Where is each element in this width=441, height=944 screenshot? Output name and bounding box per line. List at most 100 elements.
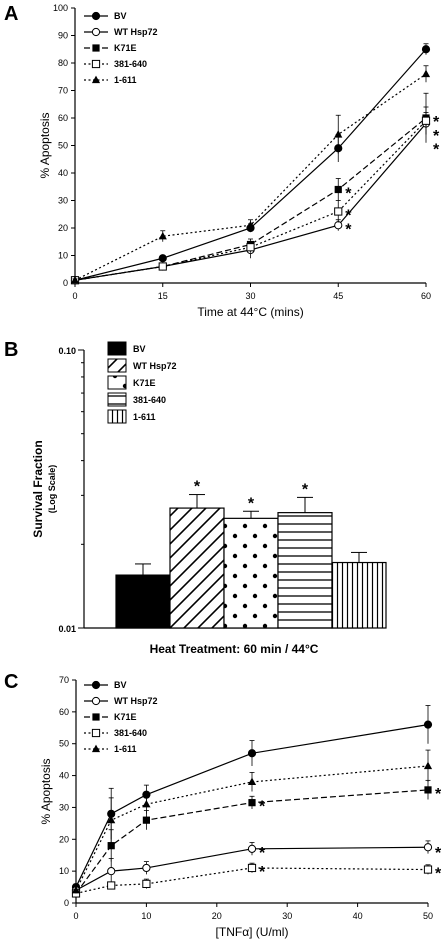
- data-point: [247, 777, 257, 786]
- legend-marker: [91, 11, 101, 21]
- legend-swatch: [107, 341, 127, 356]
- data-point: [246, 243, 255, 252]
- data-point: [142, 799, 151, 808]
- y-axis-label: % Apoptosis: [38, 112, 52, 178]
- y-tick-label: 20: [59, 834, 69, 844]
- legend-marker: [91, 680, 101, 690]
- data-point: [71, 885, 81, 894]
- legend-label: K71E: [114, 43, 137, 53]
- y-tick-label: 10: [59, 866, 69, 876]
- data-point: [421, 45, 431, 54]
- legend-marker: [92, 44, 100, 52]
- bar-1-611: [331, 561, 387, 629]
- y-tick-label: 50: [58, 141, 68, 151]
- legend-marker: [91, 728, 101, 738]
- y-tick-label: 30: [59, 802, 69, 812]
- legend-label: 1-611: [133, 412, 156, 422]
- significance-asterisk: *: [433, 142, 440, 159]
- panel-letter: A: [4, 3, 18, 25]
- y-axis-label: % Apoptosis: [39, 758, 53, 824]
- legend-swatch: [107, 375, 127, 390]
- data-point: [423, 761, 433, 770]
- panel-a: A 0 10 20 30 40 50 60 70 80 90 100 0 15 30 45 60 Time at …: [4, 3, 440, 319]
- significance-asterisk: *: [259, 864, 266, 881]
- series-k71e: [72, 779, 432, 898]
- bar-381-640: [277, 512, 333, 629]
- data-point: [423, 865, 433, 874]
- significance-asterisk: *: [259, 799, 266, 816]
- y-tick-label: 40: [58, 168, 68, 178]
- data-point: [158, 231, 167, 240]
- legend-label: 1-611: [114, 744, 137, 754]
- legend-marker: [91, 696, 101, 706]
- data-point: [248, 799, 256, 807]
- data-point: [421, 116, 431, 125]
- y-tick-label: 0: [64, 898, 69, 908]
- data-point: [247, 749, 257, 758]
- significance-asterisk: *: [435, 845, 441, 862]
- legend-label: 1-611: [114, 75, 137, 85]
- legend-marker: [92, 713, 100, 721]
- bar-k71e: [223, 517, 279, 629]
- significance-asterisk: *: [433, 128, 440, 145]
- y-tick-label: 0.01: [58, 624, 76, 634]
- data-point: [107, 815, 116, 824]
- y-tick-label: 60: [58, 113, 68, 123]
- x-axis-label: Time at 44°C (mins): [197, 305, 303, 319]
- significance-asterisk: *: [345, 221, 352, 238]
- y-tick-label: 80: [58, 58, 68, 68]
- legend-swatch: [107, 358, 127, 373]
- x-tick-label: 50: [423, 911, 433, 921]
- y-tick-label: 10: [58, 251, 68, 261]
- legend-label: BV: [133, 344, 146, 354]
- significance-asterisk: *: [433, 114, 440, 131]
- legend-marker: [91, 59, 101, 69]
- significance-asterisk: *: [345, 208, 352, 225]
- data-point: [424, 786, 432, 794]
- y-tick-label: 30: [58, 196, 68, 206]
- legend-marker: [91, 744, 101, 753]
- legend: BV WT Hsp72 K71E 381-640 1-611: [84, 11, 158, 85]
- legend-label: WT Hsp72: [133, 361, 177, 371]
- data-point: [70, 275, 80, 284]
- data-point: [423, 843, 433, 852]
- data-point: [142, 879, 151, 888]
- data-point: [334, 130, 343, 138]
- data-point: [107, 842, 115, 850]
- x-tick-label: 30: [282, 911, 292, 921]
- bar-bv: [115, 574, 171, 629]
- data-point: [334, 185, 342, 194]
- series-line: [75, 867, 429, 895]
- legend-label: BV: [114, 11, 127, 21]
- x-axis-label: Heat Treatment: 60 min / 44°C: [150, 642, 319, 656]
- legend-swatch: [107, 409, 127, 424]
- y-tick-label: 70: [59, 675, 69, 685]
- series-1-611: [70, 65, 431, 284]
- legend-swatch: [107, 392, 127, 407]
- significance-asterisk: *: [435, 786, 441, 803]
- legend-label: WT Hsp72: [114, 27, 158, 37]
- data-point: [334, 221, 343, 230]
- legend-marker: [91, 75, 101, 84]
- y-tick-label: 70: [58, 86, 68, 96]
- significance-asterisk: *: [248, 495, 255, 512]
- significance-asterisk: *: [194, 479, 201, 496]
- series-line: [74, 120, 427, 281]
- series-381-640: [71, 862, 433, 898]
- legend-marker: [91, 27, 101, 37]
- data-point: [142, 863, 151, 873]
- panel-b: B 0.01 0.10 Survival Fraction (Log Scale) Hea…: [4, 339, 387, 656]
- data-point: [107, 881, 116, 890]
- y-tick-label: 60: [59, 707, 69, 717]
- legend: BV WT Hsp72 K71E 381-640 1-611: [107, 341, 177, 424]
- x-axis-label: [TNFα] (U/ml): [216, 925, 289, 939]
- panel-letter: B: [4, 339, 18, 361]
- panel-letter: C: [4, 671, 18, 693]
- significance-asterisk: *: [259, 845, 266, 862]
- data-point: [142, 816, 150, 824]
- data-point: [158, 262, 167, 271]
- y-tick-label: 100: [53, 3, 68, 13]
- series-line: [74, 73, 427, 281]
- data-point: [246, 220, 255, 229]
